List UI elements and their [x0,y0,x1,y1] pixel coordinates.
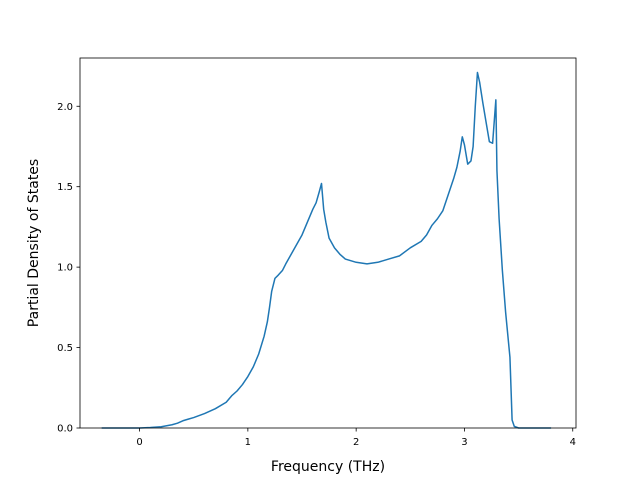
x-tick-label: 0 [136,437,142,448]
y-tick-label: 0.0 [57,424,73,435]
x-tick-label: 1 [245,437,251,448]
series-line-0 [101,71,552,429]
y-tick-label: 1.0 [57,263,73,274]
y-axis: 0.0 0.5 1.0 1.5 2.0 [57,102,80,435]
x-axis-label: Frequency (THz) [271,459,385,475]
y-axis-label: Partial Density of States [26,159,42,327]
x-axis: 0 1 2 3 4 [136,428,576,448]
y-tick-label: 1.5 [57,182,73,193]
y-tick-label: 2.0 [57,102,73,113]
x-tick-label: 2 [353,437,359,448]
x-tick-label: 4 [570,437,576,448]
plot-area [101,71,552,429]
x-tick-label: 3 [461,437,467,448]
y-tick-label: 0.5 [57,343,73,354]
axes-frame [79,57,577,429]
